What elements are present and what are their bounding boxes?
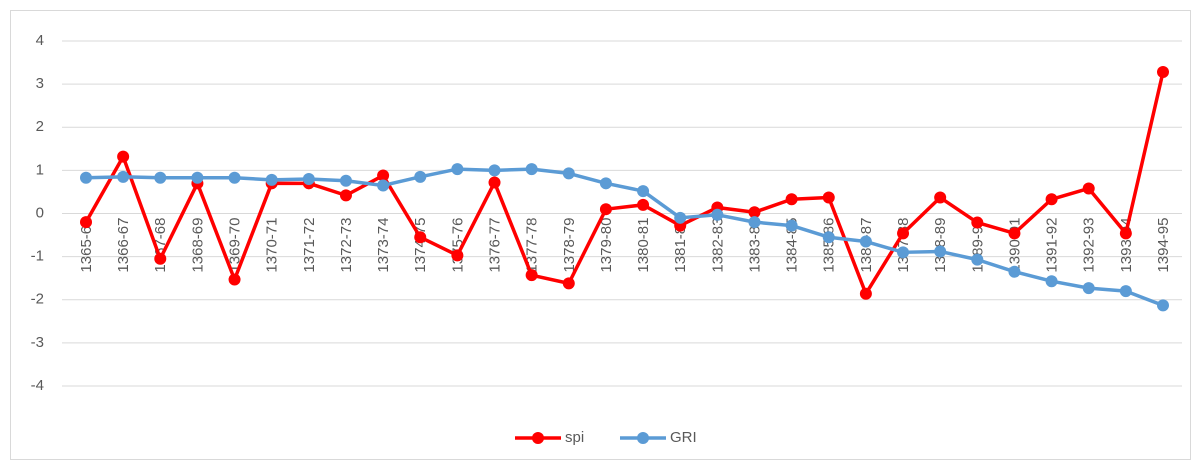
x-tick-label: 1385-86 bbox=[821, 218, 838, 273]
y-tick-label: -2 bbox=[31, 291, 44, 308]
point bbox=[562, 277, 575, 290]
y-tick-label: -1 bbox=[31, 248, 44, 265]
y-tick-label: 1 bbox=[36, 161, 44, 178]
x-tick-label: 1368-69 bbox=[189, 218, 206, 273]
y-tick-label: 0 bbox=[36, 204, 44, 221]
point bbox=[785, 219, 798, 232]
x-tick-label: 1371-72 bbox=[301, 218, 318, 273]
point bbox=[414, 231, 427, 244]
point bbox=[822, 191, 835, 204]
legend-label: spi bbox=[565, 429, 584, 446]
x-tick-label: 1381-82 bbox=[672, 218, 689, 273]
point bbox=[451, 163, 464, 176]
point bbox=[822, 231, 835, 244]
legend-marker bbox=[637, 432, 649, 444]
x-tick-label: 1394-95 bbox=[1155, 218, 1172, 273]
legend-marker bbox=[532, 432, 544, 444]
x-tick-label: 1379-80 bbox=[598, 218, 615, 273]
point bbox=[488, 164, 501, 177]
y-tick-label: 2 bbox=[36, 118, 44, 135]
point bbox=[1082, 282, 1095, 295]
x-tick-label: 1373-74 bbox=[375, 218, 392, 273]
point bbox=[599, 203, 612, 216]
x-tick-label: 1384-85 bbox=[784, 218, 801, 273]
point bbox=[637, 198, 650, 211]
point bbox=[228, 171, 241, 184]
point bbox=[154, 252, 167, 265]
point bbox=[748, 206, 761, 219]
point bbox=[117, 170, 130, 183]
y-tick-label: 4 bbox=[36, 32, 44, 49]
point bbox=[525, 269, 538, 282]
point bbox=[1045, 275, 1058, 288]
point bbox=[599, 177, 612, 190]
point bbox=[637, 185, 650, 198]
point bbox=[1008, 265, 1021, 278]
point bbox=[859, 235, 872, 248]
point bbox=[117, 150, 130, 163]
point bbox=[191, 171, 204, 184]
point bbox=[897, 246, 910, 259]
x-tick-label: 1370-71 bbox=[264, 218, 281, 273]
point bbox=[339, 189, 352, 202]
x-tick-label: 1369-70 bbox=[227, 218, 244, 273]
x-tick-label: 1388-89 bbox=[932, 218, 949, 273]
point bbox=[377, 169, 390, 182]
x-tick-label: 1391-92 bbox=[1044, 218, 1061, 273]
point bbox=[451, 249, 464, 262]
point bbox=[971, 253, 984, 266]
point bbox=[897, 227, 910, 240]
x-tick-label: 1365-66 bbox=[78, 218, 95, 273]
point bbox=[674, 211, 687, 224]
point bbox=[1082, 182, 1095, 195]
series-line bbox=[84, 71, 1165, 296]
point bbox=[1119, 285, 1132, 298]
point bbox=[711, 208, 724, 221]
series-line bbox=[85, 167, 1164, 307]
point bbox=[859, 287, 872, 300]
x-tick-label: 1383-84 bbox=[746, 218, 763, 273]
x-tick-label: 1380-81 bbox=[635, 218, 652, 273]
x-tick-label: 1372-73 bbox=[338, 218, 355, 273]
point bbox=[1157, 66, 1169, 79]
legend-label: GRI bbox=[670, 429, 697, 446]
x-tick-label: 1366-67 bbox=[115, 218, 132, 273]
point bbox=[934, 191, 947, 204]
point bbox=[228, 273, 241, 286]
chart-border bbox=[10, 10, 1191, 460]
point bbox=[971, 216, 984, 229]
point bbox=[80, 216, 92, 229]
point bbox=[80, 171, 92, 184]
y-tick-label: -4 bbox=[31, 377, 44, 394]
point bbox=[934, 245, 947, 258]
x-tick-label: 1382-83 bbox=[709, 218, 726, 273]
point bbox=[785, 193, 798, 206]
point bbox=[748, 216, 761, 229]
point bbox=[525, 163, 538, 176]
point bbox=[1045, 193, 1058, 206]
point bbox=[488, 176, 501, 189]
point bbox=[339, 174, 352, 187]
y-tick-label: 3 bbox=[36, 75, 44, 92]
point bbox=[154, 171, 167, 184]
point bbox=[1157, 299, 1169, 312]
x-tick-label: 1376-77 bbox=[486, 217, 503, 272]
x-tick-label: 1377-78 bbox=[524, 218, 541, 273]
point bbox=[265, 173, 278, 186]
point bbox=[562, 167, 575, 180]
x-tick-label: 1392-93 bbox=[1081, 218, 1098, 273]
point bbox=[1119, 227, 1132, 240]
point bbox=[1008, 227, 1021, 240]
point bbox=[302, 173, 315, 185]
x-tick-label: 1378-79 bbox=[561, 218, 578, 273]
point bbox=[377, 179, 390, 192]
y-tick-label: -3 bbox=[31, 334, 44, 351]
point bbox=[414, 170, 427, 183]
